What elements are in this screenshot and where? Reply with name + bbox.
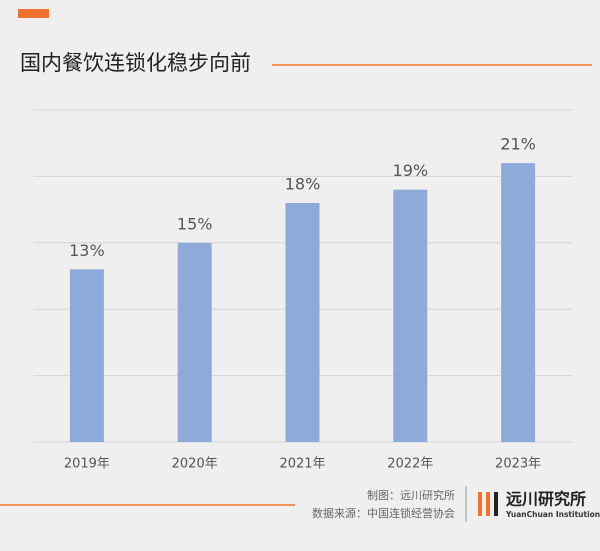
- logo-sub: YuanChuan Institution: [505, 510, 600, 519]
- value-label: 18%: [285, 174, 321, 193]
- bar: [285, 202, 320, 442]
- logo-stripe: [478, 492, 482, 516]
- logo-icon: [478, 492, 498, 516]
- x-tick-label: 2023年: [495, 457, 541, 472]
- x-tick-label: 2022年: [387, 457, 433, 472]
- value-label: 21%: [500, 135, 536, 154]
- x-tick-label: 2020年: [172, 457, 218, 472]
- chart-title: 国内餐饮连锁化稳步向前: [20, 51, 251, 75]
- value-label: 19%: [393, 161, 429, 180]
- bar: [177, 242, 212, 442]
- value-label: 15%: [177, 214, 213, 233]
- logo-name: 远川研究所: [506, 490, 586, 509]
- value-label: 13%: [69, 241, 105, 260]
- credit: 制图：远川研究所: [367, 488, 455, 502]
- bar: [501, 163, 536, 442]
- bar: [69, 269, 104, 442]
- source: 数据来源：中国连锁经营协会: [312, 506, 455, 520]
- x-tick-label: 2021年: [279, 457, 325, 472]
- logo-stripe: [486, 492, 490, 516]
- x-tick-label: 2019年: [64, 457, 110, 472]
- bar: [393, 189, 428, 442]
- accent-bar: [18, 9, 49, 18]
- logo-stripe: [494, 492, 498, 516]
